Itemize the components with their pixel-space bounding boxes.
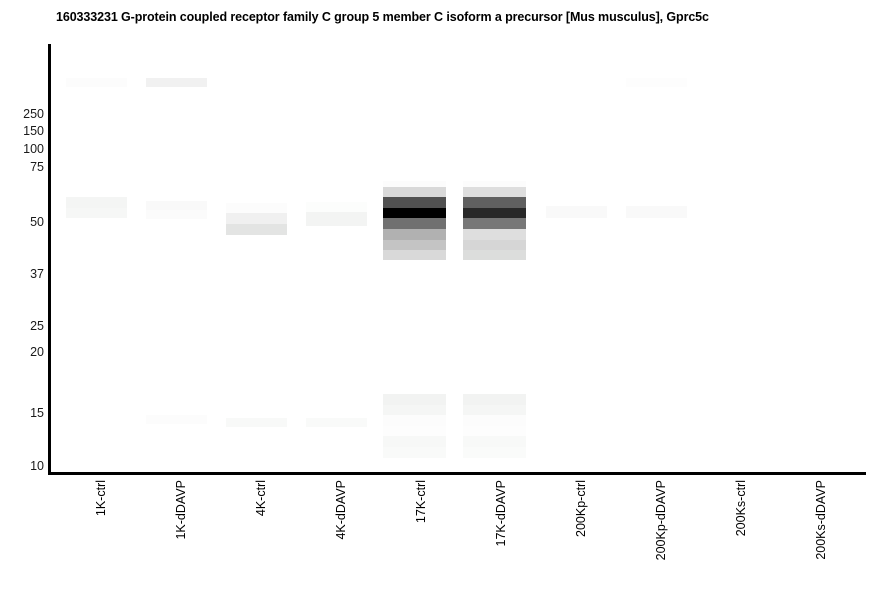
blot-lane bbox=[146, 44, 207, 472]
blot-band bbox=[146, 201, 207, 210]
y-axis-tick-label: 25 bbox=[30, 319, 44, 333]
x-axis-tick-label: 17K-ctrl bbox=[414, 480, 428, 524]
blot-band bbox=[463, 208, 526, 218]
x-axis-tick-label: 200Ks-ctrl bbox=[734, 480, 748, 537]
y-axis-tick-label: 250 bbox=[23, 107, 44, 121]
blot-band bbox=[383, 447, 446, 458]
blot-band bbox=[463, 197, 526, 208]
blot-band bbox=[463, 187, 526, 197]
blot-band bbox=[626, 78, 687, 87]
y-axis-line bbox=[48, 44, 51, 475]
blot-band bbox=[66, 197, 127, 208]
x-axis-tick-label: 4K-ctrl bbox=[254, 480, 268, 517]
blot-band bbox=[146, 210, 207, 219]
y-axis-tick-label: 150 bbox=[23, 124, 44, 138]
blot-lane bbox=[546, 44, 607, 472]
x-axis-tick-label: 4K-dDAVP bbox=[334, 480, 348, 540]
blot-lane bbox=[226, 44, 287, 472]
blot-band bbox=[626, 206, 687, 218]
blot-band bbox=[463, 181, 526, 187]
blot-lane bbox=[626, 44, 687, 472]
blot-band bbox=[383, 415, 446, 426]
blot-band bbox=[463, 447, 526, 458]
blot-band bbox=[66, 78, 127, 87]
blot-band bbox=[146, 78, 207, 87]
y-axis-tick-labels: 250 150 100 75 50 37 25 20 15 10 bbox=[0, 0, 44, 595]
blot-lane bbox=[66, 44, 127, 472]
x-axis-tick-label: 1K-dDAVP bbox=[174, 480, 188, 540]
blot-band bbox=[463, 405, 526, 415]
page-title: 160333231 G-protein coupled receptor fam… bbox=[56, 10, 709, 24]
blot-band bbox=[306, 202, 367, 212]
blot-band bbox=[463, 218, 526, 229]
x-axis-tick-label: 200Ks-dDAVP bbox=[814, 480, 828, 560]
blot-band bbox=[383, 218, 446, 229]
x-axis-tick-label: 1K-ctrl bbox=[94, 480, 108, 517]
blot-band bbox=[463, 229, 526, 240]
blot-band bbox=[383, 426, 446, 436]
y-axis-tick-label: 10 bbox=[30, 459, 44, 473]
x-axis-tick-label: 17K-dDAVP bbox=[494, 480, 508, 547]
blot-band bbox=[306, 212, 367, 226]
y-axis-tick-label: 15 bbox=[30, 406, 44, 420]
blot-band bbox=[383, 208, 446, 218]
blot-band bbox=[383, 197, 446, 208]
blot-band bbox=[383, 229, 446, 240]
y-axis-tick-label: 20 bbox=[30, 345, 44, 359]
blot-band bbox=[226, 224, 287, 235]
blot-band bbox=[226, 203, 287, 213]
blot-band bbox=[383, 240, 446, 250]
blot-band bbox=[463, 250, 526, 260]
blot-band bbox=[383, 436, 446, 447]
blot-lane bbox=[383, 44, 446, 472]
blot-lane bbox=[463, 44, 526, 472]
blot-band bbox=[463, 240, 526, 250]
y-axis-tick-label: 37 bbox=[30, 267, 44, 281]
blot-band bbox=[146, 415, 207, 424]
blot-band bbox=[546, 206, 607, 218]
y-axis-tick-label: 50 bbox=[30, 215, 44, 229]
blot-band bbox=[383, 394, 446, 405]
blot-band bbox=[463, 426, 526, 436]
blot-band bbox=[383, 405, 446, 415]
blot-lane bbox=[306, 44, 367, 472]
blot-band bbox=[226, 418, 287, 427]
x-axis-line bbox=[48, 472, 866, 475]
blot-band bbox=[306, 418, 367, 427]
blot-band bbox=[463, 394, 526, 405]
blot-band bbox=[226, 213, 287, 224]
x-axis-tick-label: 200Kp-ctrl bbox=[574, 480, 588, 537]
y-axis-tick-label: 100 bbox=[23, 142, 44, 156]
y-axis-tick-label: 75 bbox=[30, 160, 44, 174]
blot-band bbox=[66, 208, 127, 218]
x-axis-tick-label: 200Kp-dDAVP bbox=[654, 480, 668, 561]
blot-band bbox=[383, 187, 446, 197]
blot-band bbox=[463, 436, 526, 447]
blot-band bbox=[383, 181, 446, 187]
blot-plot-area bbox=[51, 44, 866, 472]
blot-band bbox=[463, 415, 526, 426]
blot-band bbox=[383, 250, 446, 260]
